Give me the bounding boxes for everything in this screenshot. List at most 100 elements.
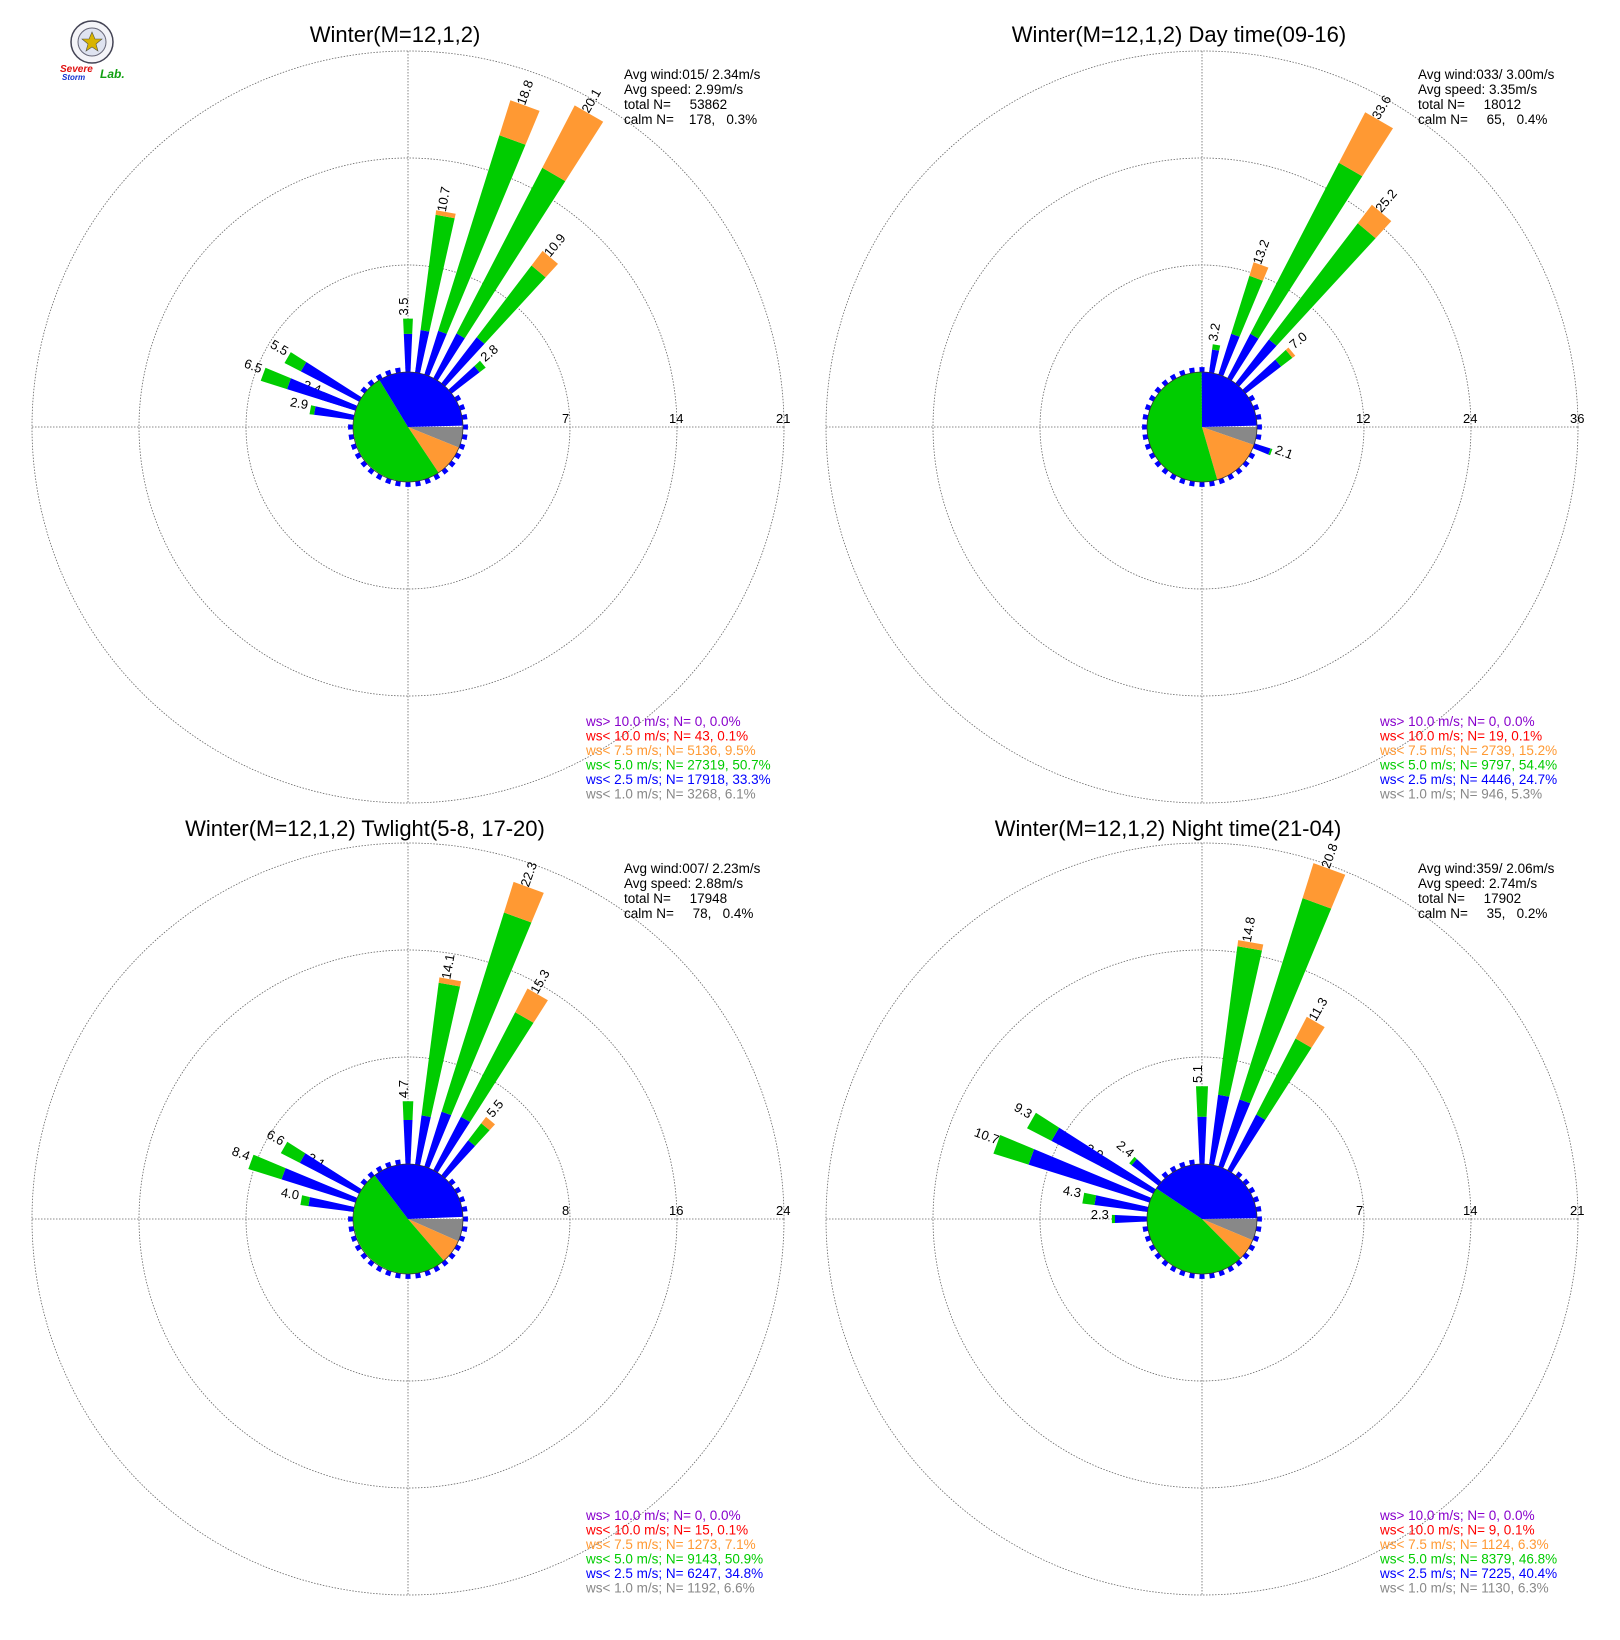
direction-tick [395, 480, 401, 487]
stat-total: total N= 53862 [624, 97, 727, 112]
wind-rose-panel-winter: 714213.510.718.820.110.92.82.45.56.52.9 … [31, 22, 790, 804]
sector-bar-lt2_5 [1051, 1127, 1156, 1194]
sector-bar-lt5 [1082, 1192, 1097, 1205]
ring-label: 24 [1463, 411, 1477, 426]
sector-value-label: 9.3 [1012, 1099, 1035, 1121]
direction-tick [1142, 414, 1149, 420]
logo-text-storm: Storm [62, 73, 85, 82]
ring-label: 12 [1356, 411, 1370, 426]
direction-tick [1255, 414, 1262, 420]
direction-tick [461, 1226, 468, 1232]
direction-tick [350, 1235, 358, 1242]
center-pie-slice [379, 371, 463, 427]
direction-tick [415, 1272, 421, 1279]
sector-bar-lt5 [1250, 162, 1363, 339]
ring-label: 14 [1463, 1203, 1477, 1218]
logo-text-lab: Lab. [100, 67, 125, 81]
stat-avg-speed: Avg speed: 2.74m/s [1418, 876, 1537, 891]
direction-tick [462, 1216, 468, 1222]
direction-tick [405, 481, 411, 487]
sector-value-label: 13.2 [1250, 237, 1273, 266]
direction-tick [385, 1269, 392, 1277]
sector-value-label: 3.5 [396, 297, 411, 315]
legend-entry: ws< 1.0 m/s; N= 946, 5.3% [1379, 787, 1542, 802]
logo-text-severe: Severe [60, 64, 93, 75]
direction-tick [1189, 1272, 1195, 1279]
speed-legend: ws> 10.0 m/s; N= 0, 0.0%ws< 10.0 m/s; N=… [1379, 1508, 1557, 1596]
stat-total: total N= 17948 [624, 891, 727, 906]
sector-bar-lt5 [421, 982, 460, 1117]
sector-bar-lt7_5 [1237, 940, 1264, 951]
direction-tick [348, 434, 355, 440]
direction-tick [385, 369, 392, 377]
direction-tick [1256, 424, 1262, 430]
center-pie-slice [408, 427, 463, 448]
sector-value-label: 8.4 [230, 1143, 252, 1163]
sector-bar-lt5 [1129, 1156, 1137, 1166]
center-pie-slice [353, 380, 439, 482]
legend-entry: ws< 7.5 m/s; N= 2739, 15.2% [1379, 743, 1557, 758]
stat-total: total N= 18012 [1418, 97, 1521, 112]
grid-ring [1039, 1056, 1365, 1382]
sector-bar-lt7_5 [542, 105, 604, 182]
sector-value-label: 4.0 [280, 1185, 300, 1203]
sector-bar-lt5 [1269, 223, 1376, 346]
direction-tick [1199, 1273, 1205, 1279]
sector-bar-lt2_5 [1252, 443, 1271, 455]
direction-tick [350, 443, 358, 450]
legend-entry: ws< 5.0 m/s; N= 27319, 50.7% [585, 758, 771, 773]
sector-value-label: 22.3 [517, 860, 540, 889]
sector-bar-lt5 [309, 405, 316, 415]
wind-rose-panel-day-time: 12 24 363.213.233.625.27.02.1 Winter(M=12,… [825, 22, 1584, 804]
sector-bar-lt2_5 [1235, 339, 1277, 387]
sector-bar-lt2_5 [1242, 359, 1282, 394]
sector-bar-lt2_5 [441, 1140, 476, 1179]
legend-entry: ws< 7.5 m/s; N= 1273, 7.1% [585, 1537, 756, 1552]
ring-label: 36 [1570, 411, 1584, 426]
sector-bar-lt5 [1239, 898, 1332, 1104]
ring-label: 14 [669, 411, 683, 426]
grid-ring [138, 949, 678, 1489]
ring-label: 21 [1570, 1203, 1584, 1218]
sector-bar-lt2_5 [1218, 1099, 1251, 1169]
sector-bar-lt2_5 [1218, 333, 1240, 377]
sector-bar-lt5 [1111, 1214, 1115, 1224]
direction-tick [405, 1273, 411, 1279]
legend-entry: ws< 1.0 m/s; N= 1192, 6.6% [585, 1581, 755, 1596]
panel-title: Winter(M=12,1,2) Day time(09-16) [1012, 22, 1346, 47]
legend-entry: ws< 10.0 m/s; N= 19, 0.1% [1379, 729, 1542, 744]
sector-bar-lt2_5 [433, 1116, 471, 1173]
sector-bar-lt7_5 [531, 250, 558, 278]
legend-entry: ws> 10.0 m/s; N= 0, 0.0% [585, 1508, 741, 1523]
center-pie-slice [408, 1219, 463, 1242]
sector-value-label: 6.5 [242, 356, 264, 376]
direction-tick [1218, 477, 1225, 485]
sector-bar-lt5 [420, 214, 455, 332]
sector-bar-lt2_5 [415, 330, 430, 374]
ring-label: 21 [776, 411, 790, 426]
sector-bar-lt2_5 [403, 1120, 413, 1165]
direction-tick [1255, 1226, 1262, 1232]
direction-tick [395, 1159, 401, 1166]
sector-value-label: 4.7 [396, 1080, 411, 1098]
stat-avg-wind: Avg wind:033/ 3.00m/s [1418, 67, 1555, 82]
stat-avg-speed: Avg speed: 2.88m/s [624, 876, 743, 891]
legend-entry: ws< 5.0 m/s; N= 8379, 46.8% [1379, 1552, 1557, 1567]
grid-ring [1039, 264, 1365, 590]
panel-title: Winter(M=12,1,2) Twlight(5-8, 17-20) [185, 816, 545, 841]
center-pie-outline [1146, 1163, 1258, 1275]
grid-ring [932, 949, 1472, 1489]
direction-tick [348, 1216, 354, 1222]
sector-bar-lt2_5 [299, 1153, 362, 1194]
center-pie-slice [1147, 1188, 1241, 1274]
sector-value-label: 15.3 [527, 967, 553, 996]
legend-entry: ws> 10.0 m/s; N= 0, 0.0% [585, 714, 741, 729]
direction-tick [1179, 477, 1186, 485]
direction-tick [385, 477, 392, 485]
sector-bar-lt7_5 [438, 977, 462, 987]
direction-tick [1179, 369, 1186, 377]
sector-value-label: 14.1 [438, 953, 457, 981]
direction-tick [395, 367, 401, 374]
stat-avg-speed: Avg speed: 2.99m/s [624, 82, 743, 97]
